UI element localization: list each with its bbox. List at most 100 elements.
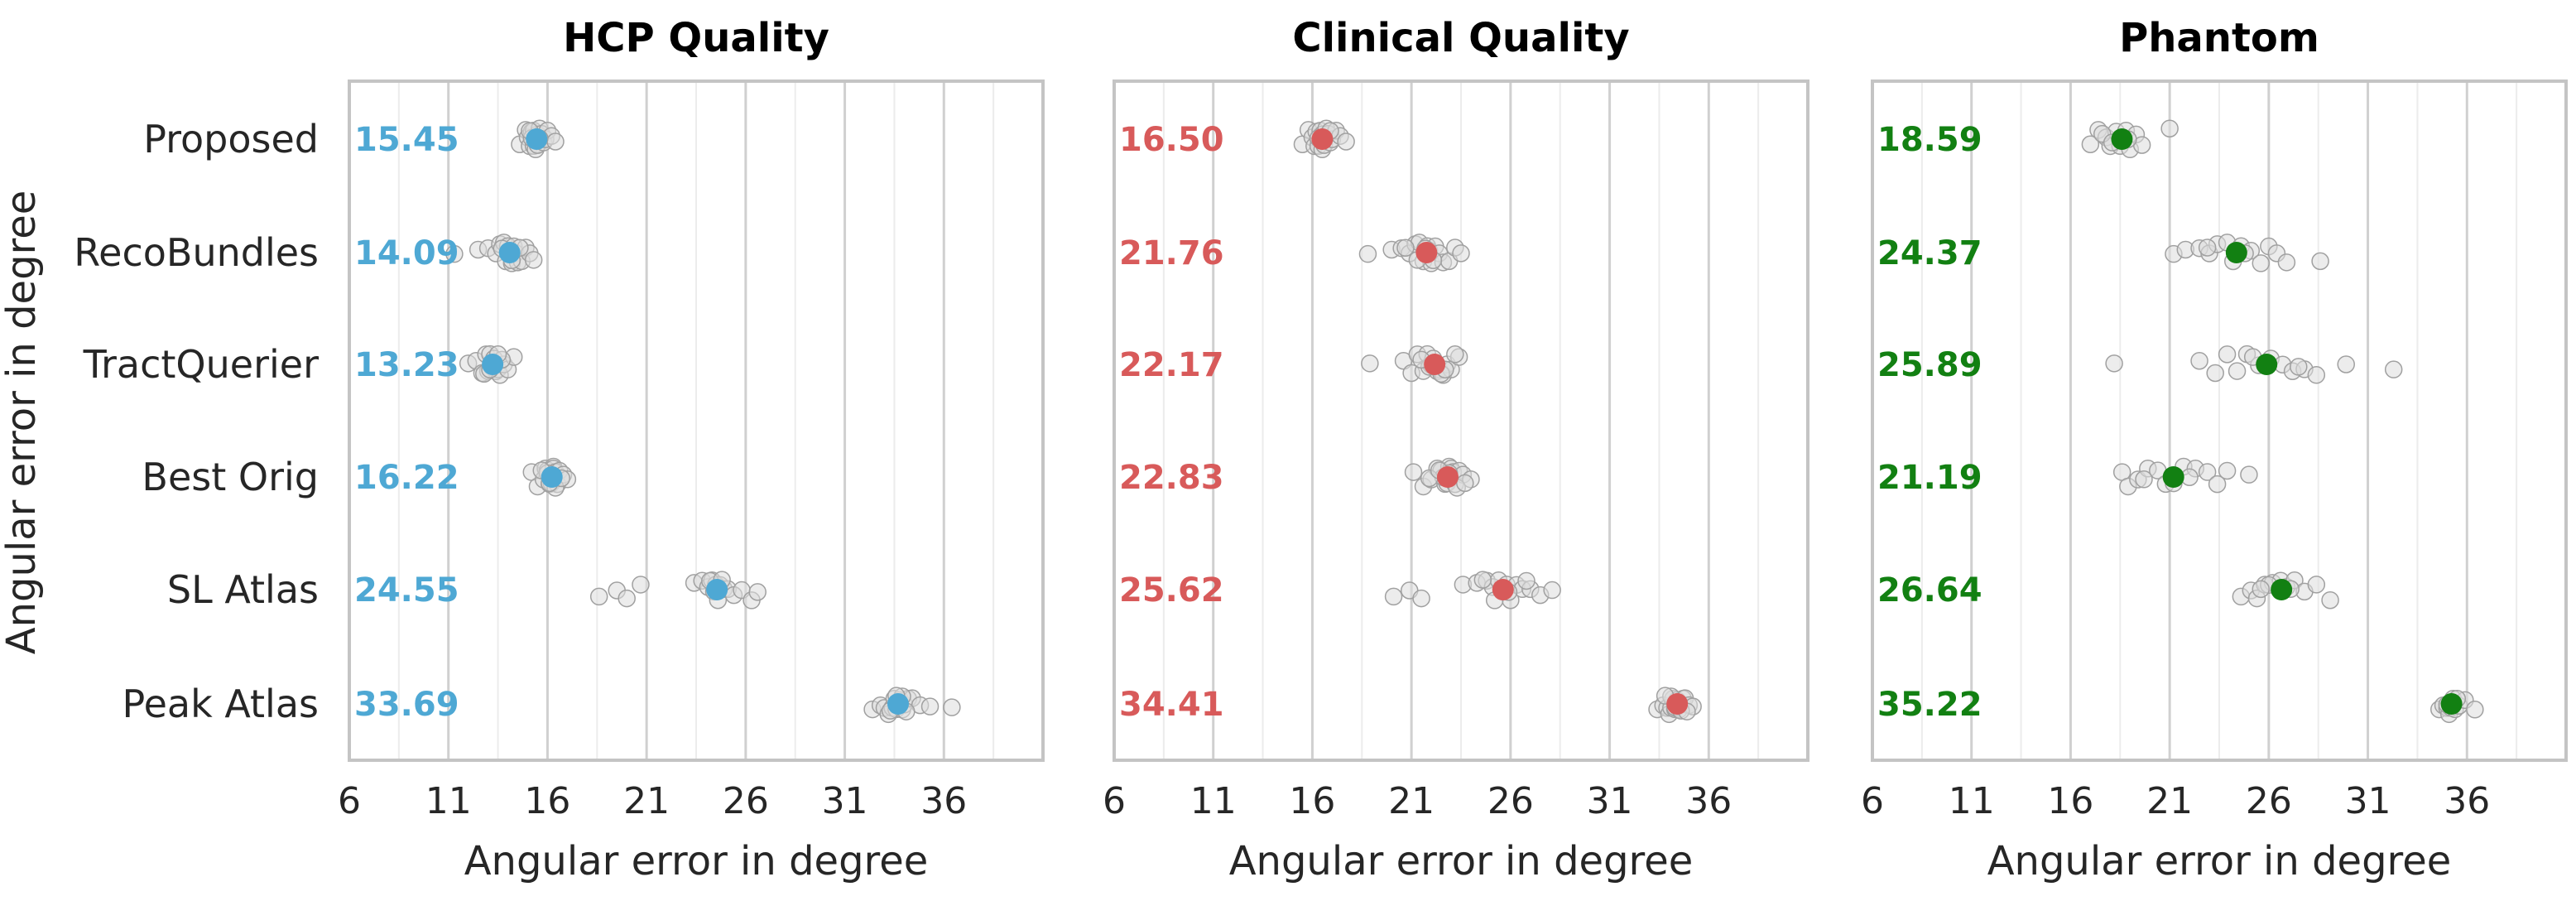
x-tick-label: 31 (822, 780, 868, 822)
data-point (2252, 580, 2271, 599)
data-point (2135, 470, 2153, 489)
x-tick-label: 26 (2246, 780, 2292, 822)
mean-value-label: 33.69 (354, 686, 459, 724)
x-tick-label: 36 (1685, 780, 1732, 822)
x-tick-label: 11 (425, 780, 472, 822)
x-tick-label: 21 (623, 780, 670, 822)
mean-marker (526, 128, 548, 150)
mean-marker (2225, 242, 2247, 263)
x-tick-label: 21 (2146, 780, 2193, 822)
plot-frame (1871, 80, 2568, 762)
x-tick-label: 6 (1103, 780, 1126, 822)
mean-marker (541, 466, 563, 488)
data-point (2277, 253, 2296, 272)
data-point (920, 697, 940, 716)
x-tick-label: 16 (524, 780, 570, 822)
x-tick-label: 31 (1587, 780, 1633, 822)
category-label: TractQuerier (83, 342, 319, 387)
data-point (2208, 475, 2227, 494)
data-point (1404, 463, 1423, 481)
x-tick-label: 31 (2345, 780, 2391, 822)
mean-value-label: 24.55 (354, 571, 459, 610)
data-point (1337, 132, 1355, 151)
mean-marker (887, 693, 909, 715)
mean-marker (2271, 579, 2293, 600)
plot-frame (348, 80, 1045, 762)
data-point (1517, 571, 1536, 590)
data-point (2307, 576, 2326, 594)
mean-marker (2440, 693, 2463, 715)
data-point (2081, 135, 2100, 153)
mean-marker (1666, 693, 1689, 715)
mean-marker (498, 242, 521, 263)
data-point (748, 583, 767, 601)
data-point (2321, 590, 2339, 610)
data-point (2384, 360, 2403, 378)
data-point (2218, 345, 2237, 364)
mean-marker (1415, 242, 1438, 263)
x-tick-label: 16 (1289, 780, 1335, 822)
data-point (2198, 238, 2217, 257)
data-point (1412, 589, 1430, 608)
data-point (1384, 587, 1403, 606)
x-tick-label: 21 (1388, 780, 1435, 822)
x-axis-title: Angular error in degree (464, 838, 929, 884)
category-label: Peak Atlas (123, 682, 319, 726)
data-point (2311, 252, 2329, 271)
x-tick-label: 11 (1949, 780, 1995, 822)
x-tick-label: 36 (920, 780, 967, 822)
data-point (2228, 362, 2247, 380)
data-point (943, 698, 961, 716)
data-point (2290, 358, 2308, 376)
data-point (1543, 581, 1561, 600)
data-point (1452, 244, 1470, 263)
data-point (2160, 119, 2179, 137)
panel-title: Phantom (2119, 15, 2319, 61)
plot-frame (1113, 80, 1809, 762)
data-point (2337, 355, 2355, 373)
mean-value-label: 18.59 (1877, 121, 1982, 159)
data-point (2198, 463, 2217, 481)
mean-value-label: 25.89 (1877, 346, 1982, 384)
mean-value-label: 22.83 (1119, 459, 1224, 497)
data-point (2218, 461, 2237, 480)
panel-title: HCP Quality (563, 15, 829, 61)
data-point (618, 589, 636, 608)
mean-value-label: 15.45 (354, 121, 459, 159)
data-point (2252, 254, 2271, 272)
mean-value-label: 21.19 (1877, 459, 1982, 497)
data-point (1446, 345, 1464, 364)
chart-panel-0: 6 11 16 21 26 31 36 HCP Quality Angular error in… (338, 15, 1045, 884)
category-label: Best Orig (142, 455, 319, 499)
mean-marker (2111, 128, 2133, 150)
data-point (632, 576, 650, 594)
mean-marker (706, 579, 728, 600)
x-tick-label: 26 (1487, 780, 1534, 822)
mean-value-label: 16.22 (354, 459, 459, 497)
chart-panel-1: 6 11 16 21 26 31 36 Clinical Quality Angular err… (1103, 15, 1809, 884)
mean-value-label: 13.23 (354, 346, 459, 384)
y-axis-title: Angular error in degree (0, 190, 45, 655)
mean-value-label: 16.50 (1119, 121, 1224, 159)
mean-marker (1424, 354, 1446, 375)
x-tick-label: 16 (2047, 780, 2093, 822)
data-point (2307, 366, 2326, 384)
x-axis-title: Angular error in degree (1229, 838, 1694, 884)
mean-value-label: 34.41 (1119, 686, 1224, 724)
mean-value-label: 22.17 (1119, 346, 1224, 384)
category-label: Proposed (143, 117, 319, 161)
mean-marker (2256, 354, 2278, 375)
x-tick-label: 11 (1190, 780, 1237, 822)
x-tick-label: 26 (723, 780, 769, 822)
category-label: RecoBundles (74, 230, 319, 275)
data-point (445, 244, 464, 263)
mean-value-label: 26.64 (1877, 571, 1982, 610)
x-tick-label: 36 (2444, 780, 2490, 822)
x-axis-title: Angular error in degree (1987, 838, 2452, 884)
data-point (2206, 364, 2224, 383)
mean-value-label: 35.22 (1877, 686, 1982, 724)
data-point (2105, 354, 2123, 373)
data-point (1361, 354, 1379, 373)
